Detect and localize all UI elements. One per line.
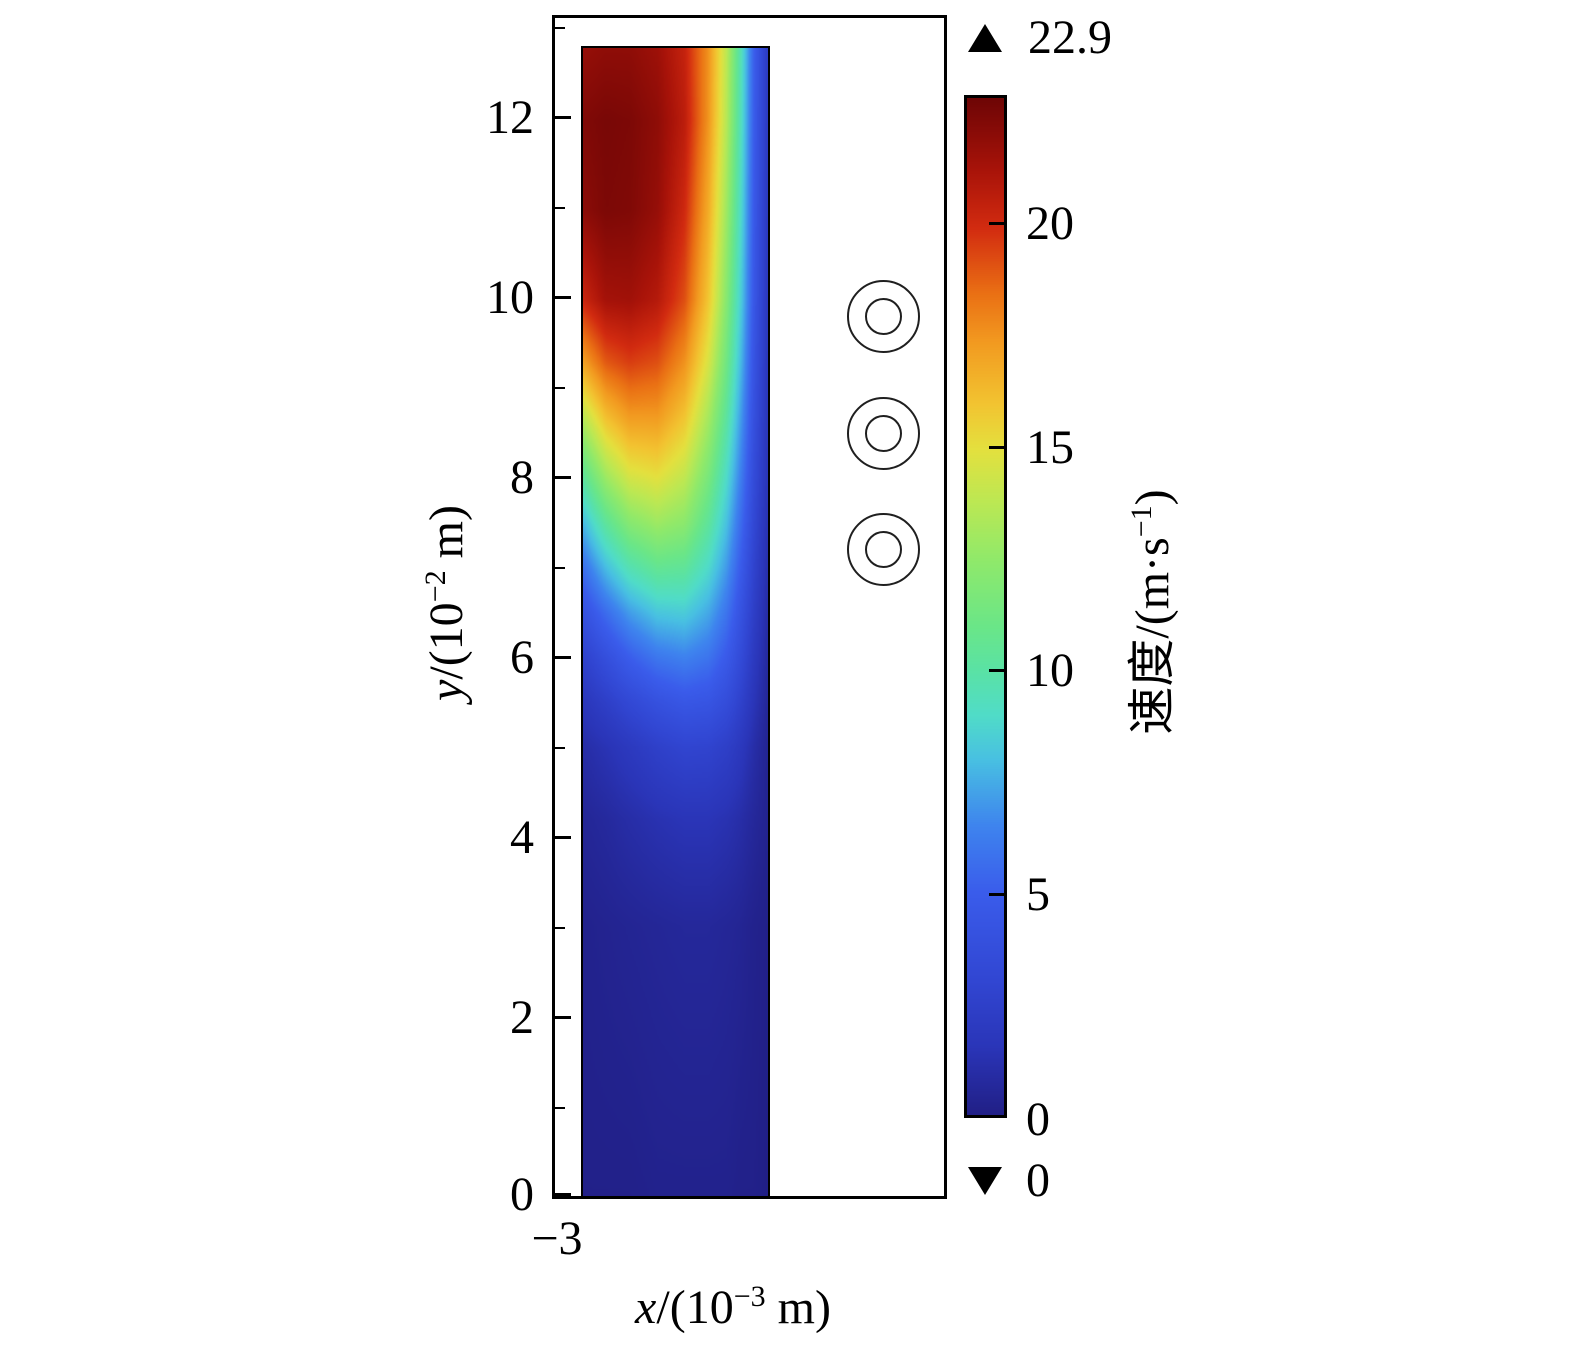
y-tick-label-12: 12 xyxy=(486,91,534,144)
colorbar-label-15: 15 xyxy=(1026,421,1074,474)
colorbar-unit-pre: 速度/(m·s xyxy=(1126,537,1179,735)
colorbar-label-0: 0 xyxy=(1026,1093,1050,1146)
y-minor-tick-5 xyxy=(555,747,565,749)
y-major-tick-2 xyxy=(555,1016,571,1019)
x-axis-variable: x xyxy=(635,1281,657,1334)
double-circle-marker-3 xyxy=(846,512,920,586)
colorbar-label-5: 5 xyxy=(1026,868,1050,921)
x-axis-label-post: m) xyxy=(765,1281,831,1334)
max-value-label: 22.9 xyxy=(1028,11,1112,64)
colorbar-label-10: 10 xyxy=(1026,644,1074,697)
colorbar-unit-exponent: −1 xyxy=(1125,505,1158,538)
min-value-label: 0 xyxy=(1026,1154,1050,1207)
y-tick-label-0: 0 xyxy=(510,1168,534,1221)
x-axis-label-exponent: −3 xyxy=(733,1280,766,1313)
colorbar-tick-20 xyxy=(989,222,1004,225)
y-major-tick-8 xyxy=(555,476,571,479)
y-major-tick-0 xyxy=(555,1193,571,1196)
colorbar-unit-post: ) xyxy=(1126,489,1179,506)
y-minor-tick-11 xyxy=(555,207,565,209)
x-tick-label: −3 xyxy=(531,1212,583,1265)
y-major-tick-12 xyxy=(555,116,571,119)
y-tick-label-6: 6 xyxy=(510,631,534,684)
colorbar-label-20: 20 xyxy=(1026,197,1074,250)
min-triangle-icon xyxy=(968,1167,1002,1195)
y-major-tick-4 xyxy=(555,836,571,839)
double-circle-marker-2-inner xyxy=(864,414,902,452)
colorbar-tick-5 xyxy=(989,893,1004,896)
colorbar-tick-15 xyxy=(989,446,1004,449)
colorbar-tick-10 xyxy=(989,669,1004,672)
y-axis-variable: y xyxy=(420,679,473,701)
y-major-tick-10 xyxy=(555,296,571,299)
y-tick-label-4: 4 xyxy=(510,811,534,864)
x-axis-label-pre: /(10 xyxy=(656,1281,734,1334)
max-triangle-icon xyxy=(968,24,1002,52)
y-major-tick-6 xyxy=(555,656,571,659)
double-circle-marker-1-inner xyxy=(864,297,902,335)
y-minor-tick-13 xyxy=(555,27,565,29)
y-axis-label-exponent: −2 xyxy=(419,570,452,603)
y-axis-label-pre: /(10 xyxy=(420,602,473,680)
colorbar-gradient xyxy=(964,95,1007,1118)
double-circle-marker-1 xyxy=(846,279,920,353)
y-minor-tick-1 xyxy=(555,1107,565,1109)
x-axis-label: x/(10−3 m) xyxy=(635,1281,831,1334)
y-tick-label-2: 2 xyxy=(510,991,534,1044)
colorbar-unit-label: 速度/(m·s−1) xyxy=(1125,489,1179,735)
y-tick-label-10: 10 xyxy=(486,271,534,324)
y-axis-label-post: m) xyxy=(420,505,473,571)
double-circle-marker-3-inner xyxy=(864,530,902,568)
y-axis-label: y/(10−2 m) xyxy=(419,505,473,701)
velocity-field-heatmap xyxy=(581,46,770,1198)
y-minor-tick-7 xyxy=(555,567,565,569)
y-minor-tick-3 xyxy=(555,927,565,929)
double-circle-marker-2 xyxy=(846,396,920,470)
y-tick-label-8: 8 xyxy=(510,451,534,504)
y-minor-tick-9 xyxy=(555,387,565,389)
